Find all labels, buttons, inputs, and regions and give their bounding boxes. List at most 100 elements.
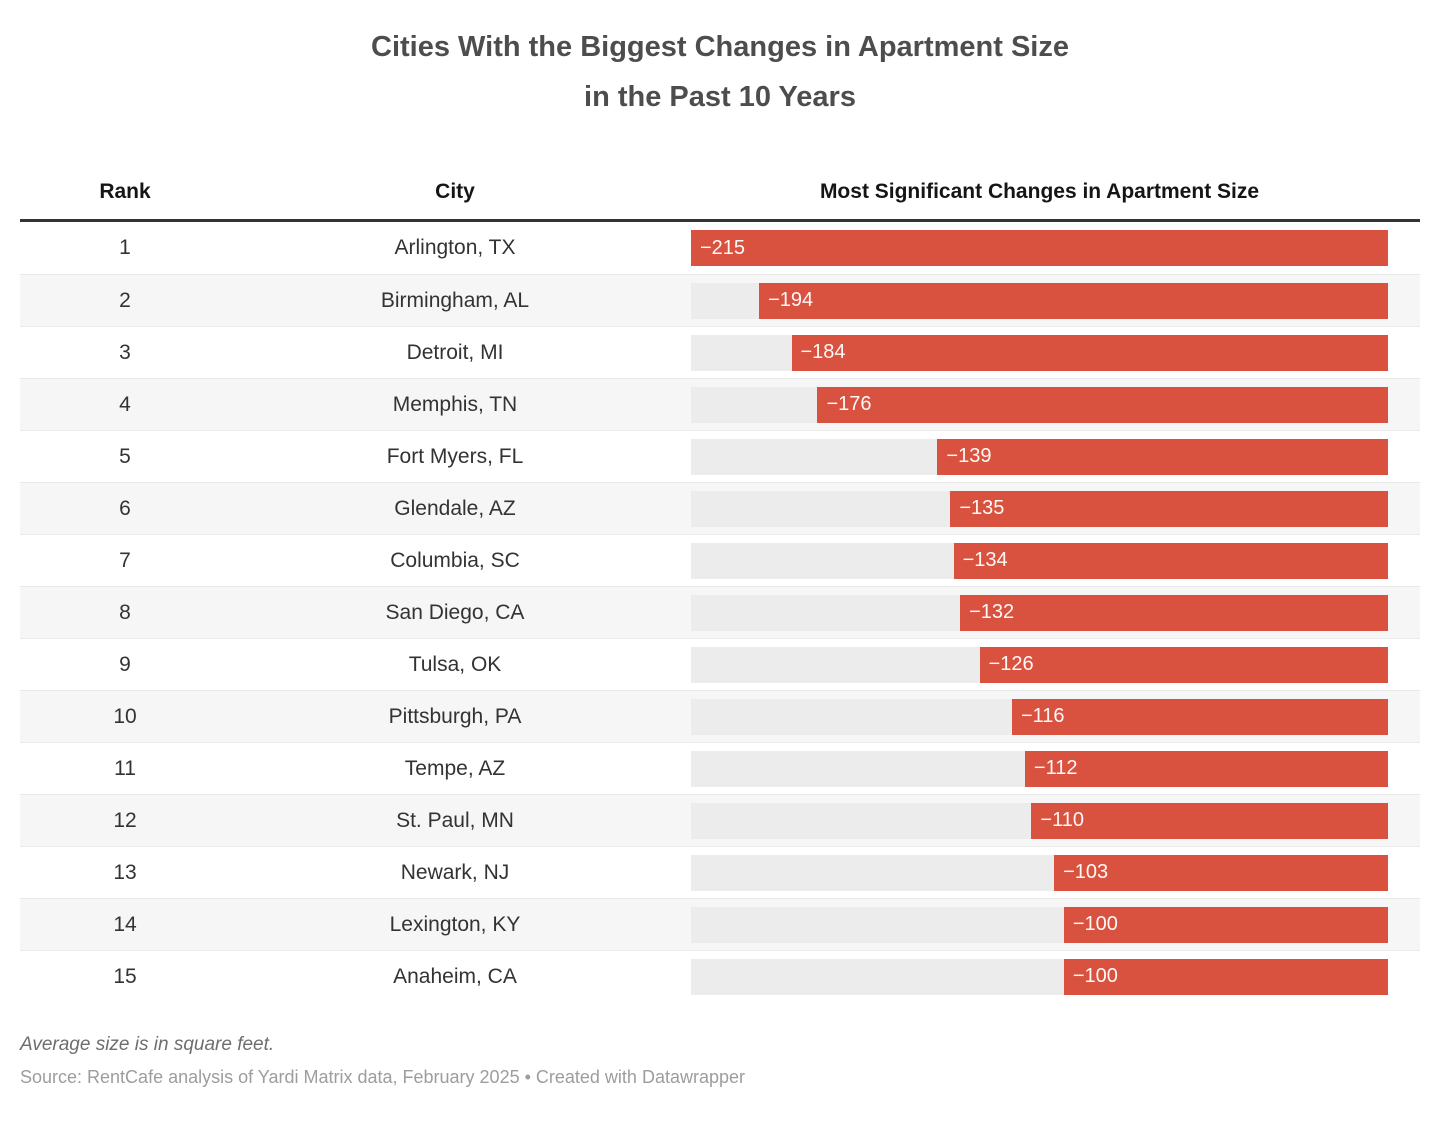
rank-cell: 7 [119, 548, 131, 572]
rank-cell: 11 [114, 756, 136, 780]
bar-cell: −100 [680, 906, 1420, 943]
city-cell: Lexington, KY [389, 912, 521, 936]
bar-value-label: −184 [800, 341, 846, 363]
bar-cell: −112 [680, 750, 1420, 787]
bar-value-label: −139 [946, 445, 992, 467]
bar-cell: −100 [680, 958, 1420, 995]
rank-cell: 6 [119, 496, 131, 520]
bar-cell: −116 [680, 698, 1420, 735]
city-cell: Fort Myers, FL [386, 444, 524, 468]
city-cell: San Diego, CA [385, 600, 525, 624]
table-row: 7 Columbia, SC −134 [20, 534, 1420, 586]
table-row: 5 Fort Myers, FL −139 [20, 430, 1420, 482]
rank-cell: 2 [119, 288, 131, 312]
bar-track: −184 [691, 334, 1388, 371]
bar-track: −103 [691, 854, 1388, 891]
rank-cell: 4 [119, 392, 131, 416]
table-row: 1 Arlington, TX −215 [20, 222, 1420, 274]
bar-track: −100 [691, 958, 1388, 995]
city-cell: Birmingham, AL [380, 288, 530, 312]
city-cell: Glendale, AZ [394, 496, 516, 520]
bar-value-label: −215 [700, 236, 746, 259]
city-cell: St. Paul, MN [396, 808, 514, 832]
column-header-city: City [435, 179, 475, 203]
title-block: Cities With the Biggest Changes in Apart… [0, 0, 1440, 122]
source-line: Source: RentCafe analysis of Yardi Matri… [20, 1067, 745, 1087]
bar-fill: −134 [953, 542, 1388, 579]
chart-title-line2: in the Past 10 Years [584, 81, 856, 113]
table-header-row: Rank City Most Significant Changes in Ap… [20, 164, 1420, 222]
bar-cell: −103 [680, 854, 1420, 891]
bar-fill: −126 [979, 646, 1388, 683]
table-row: 13 Newark, NJ −103 [20, 846, 1420, 898]
rank-cell: 14 [113, 912, 137, 936]
bar-cell: −134 [680, 542, 1420, 579]
bar-track: −139 [691, 438, 1388, 475]
rank-cell: 1 [119, 236, 131, 259]
rank-cell: 5 [119, 444, 131, 468]
bar-value-label: −110 [1040, 809, 1084, 831]
table-row: 8 San Diego, CA −132 [20, 586, 1420, 638]
bar-track: −112 [691, 750, 1388, 787]
bar-value-label: −116 [1020, 705, 1065, 727]
bar-track: −215 [691, 230, 1388, 266]
table-row: 14 Lexington, KY −100 [20, 898, 1420, 950]
table-body: 1 Arlington, TX −215 2 Birmingham, AL −1… [20, 222, 1420, 1002]
bar-fill: −215 [691, 230, 1388, 266]
bar-value-label: −103 [1063, 861, 1109, 883]
bar-value-label: −100 [1072, 965, 1118, 987]
rank-cell: 10 [113, 704, 137, 728]
bar-value-label: −194 [768, 289, 814, 311]
bar-fill: −184 [791, 334, 1388, 371]
bar-fill: −110 [1031, 802, 1388, 839]
city-cell: Anaheim, CA [393, 964, 517, 988]
bar-fill: −176 [817, 386, 1388, 423]
bar-value-label: −100 [1072, 913, 1118, 935]
city-cell: Newark, NJ [400, 860, 510, 884]
bar-track: −135 [691, 490, 1388, 527]
table-row: 2 Birmingham, AL −194 [20, 274, 1420, 326]
table-row: 6 Glendale, AZ −135 [20, 482, 1420, 534]
table-row: 15 Anaheim, CA −100 [20, 950, 1420, 1002]
rank-cell: 15 [113, 964, 137, 988]
bar-cell: −110 [680, 802, 1420, 839]
bar-fill: −132 [960, 594, 1388, 631]
bar-fill: −116 [1011, 698, 1388, 735]
bar-track: −116 [691, 698, 1388, 735]
table-row: 11 Tempe, AZ −112 [20, 742, 1420, 794]
city-cell: Memphis, TN [392, 392, 518, 416]
bar-cell: −184 [680, 334, 1420, 371]
table-row: 12 St. Paul, MN −110 [20, 794, 1420, 846]
rank-cell: 12 [113, 808, 137, 832]
bar-fill: −139 [937, 438, 1388, 475]
bar-value-label: −126 [988, 653, 1034, 675]
bar-track: −176 [691, 386, 1388, 423]
bar-cell: −126 [680, 646, 1420, 683]
rank-cell: 8 [119, 600, 131, 624]
city-cell: Arlington, TX [394, 236, 516, 259]
bar-fill: −112 [1024, 750, 1388, 787]
city-cell: Pittsburgh, PA [388, 704, 522, 728]
bar-track: −134 [691, 542, 1388, 579]
table-row: 3 Detroit, MI −184 [20, 326, 1420, 378]
ranking-table: Rank City Most Significant Changes in Ap… [20, 164, 1420, 1002]
bar-cell: −139 [680, 438, 1420, 475]
chart-title: Cities With the Biggest Changes in Apart… [0, 22, 1440, 122]
bar-track: −126 [691, 646, 1388, 683]
bar-fill: −100 [1063, 906, 1388, 943]
city-cell: Tulsa, OK [408, 652, 502, 676]
chart-title-line1: Cities With the Biggest Changes in Apart… [371, 31, 1069, 63]
chart-page: Cities With the Biggest Changes in Apart… [0, 0, 1440, 1087]
bar-value-label: −135 [959, 497, 1005, 519]
column-header-change: Most Significant Changes in Apartment Si… [819, 179, 1260, 203]
bar-track: −132 [691, 594, 1388, 631]
table-row: 9 Tulsa, OK −126 [20, 638, 1420, 690]
bar-cell: −132 [680, 594, 1420, 631]
bar-track: −194 [691, 282, 1388, 319]
bar-value-label: −132 [969, 601, 1015, 623]
bar-value-label: −112 [1033, 757, 1078, 779]
bar-fill: −135 [950, 490, 1388, 527]
city-cell: Detroit, MI [406, 340, 504, 364]
table-row: 4 Memphis, TN −176 [20, 378, 1420, 430]
bar-fill: −103 [1054, 854, 1388, 891]
